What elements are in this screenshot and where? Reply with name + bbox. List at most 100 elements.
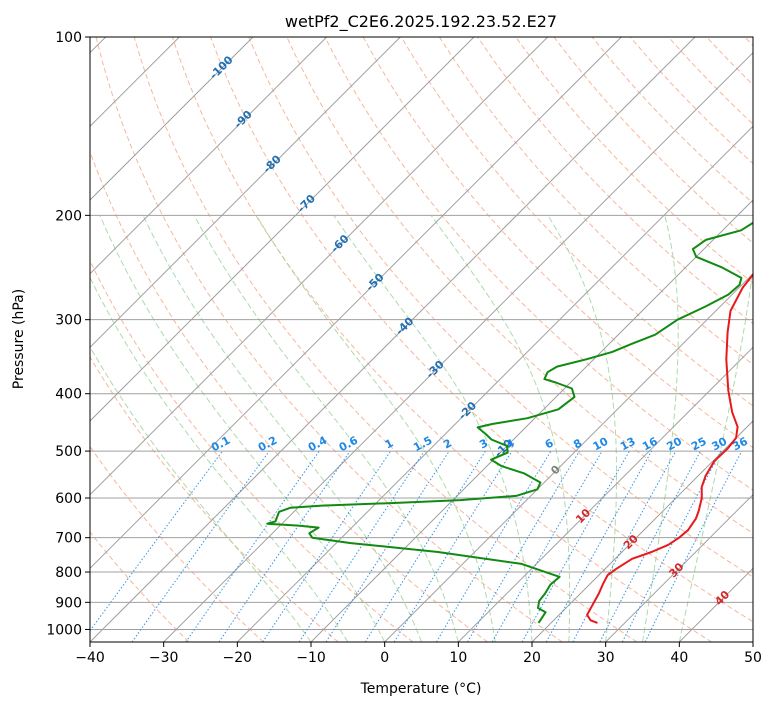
dry-adiabat (515, 37, 753, 284)
dry-adiabat (210, 37, 753, 623)
temperature-profile (586, 272, 753, 624)
isotherm-line (752, 641, 753, 642)
mixing-ratio-line (572, 450, 677, 642)
isotherm-line (457, 346, 753, 642)
moist-adiabat (90, 276, 349, 642)
x-axis-label: Temperature (°C) (360, 681, 482, 697)
dry-adiabat (90, 150, 488, 642)
dry-adiabat (90, 445, 264, 642)
x-tick-label: 20 (523, 650, 541, 666)
mixing-ratio-line (545, 450, 653, 642)
x-tick-label: −30 (149, 650, 179, 666)
mixing-ratio-line (621, 450, 722, 642)
x-tick-label: −10 (296, 650, 326, 666)
isotherm-label: -30 (424, 358, 447, 381)
isotherm-label: -20 (456, 399, 479, 422)
isotherm-label: 10 (573, 506, 593, 526)
isotherm-line (384, 272, 753, 642)
y-tick-label: 800 (55, 565, 82, 581)
isotherm-line (605, 493, 753, 642)
mixing-ratio-label: 36 (730, 435, 750, 454)
mixing-ratio-label: 13 (618, 435, 638, 454)
y-tick-label: 900 (55, 595, 82, 611)
y-tick-label: 400 (55, 387, 82, 403)
isotherm-line (163, 51, 753, 642)
y-tick-label: 100 (55, 30, 82, 46)
x-axis: −40 −30 −20 −10 0 10 20 30 40 50 (75, 642, 762, 666)
isotherm-line (236, 125, 753, 642)
x-tick-label: 40 (670, 650, 688, 666)
dry-adiabat (95, 37, 563, 642)
isotherm-line (90, 37, 401, 349)
dry-adiabat (324, 37, 753, 491)
dry-adiabat (591, 37, 753, 204)
y-tick-label: 700 (55, 531, 82, 547)
x-tick-label: −20 (223, 650, 253, 666)
y-axis: 100 200 300 400 500 600 700 800 900 1000 (46, 30, 90, 638)
mixing-ratio-line (599, 450, 701, 642)
mixing-ratio-line (298, 450, 425, 642)
mixing-ratio-line (218, 450, 351, 642)
x-tick-label: 0 (380, 650, 389, 666)
dewpoint-profile (266, 221, 753, 624)
mixing-ratio-line (644, 450, 743, 642)
mixing-ratio-label: 20 (664, 435, 684, 454)
isotherm-label: 40 (712, 588, 732, 608)
moist-adiabat (642, 215, 679, 642)
isotherm-label: -90 (232, 108, 255, 131)
moist-adiabat (333, 215, 533, 642)
x-tick-label: 50 (744, 650, 762, 666)
mixing-ratio-line (393, 450, 513, 642)
isotherm-label: -50 (363, 271, 386, 294)
x-tick-label: −40 (75, 650, 105, 666)
isotherm-label: -80 (261, 152, 284, 175)
dry-adiabat (668, 37, 753, 125)
isotherm-label: -60 (328, 232, 351, 255)
y-tick-label: 200 (55, 208, 82, 224)
moist-adiabat (193, 215, 459, 642)
plot-frame (89, 36, 754, 643)
isotherm-line (310, 199, 753, 642)
dry-adiabat (133, 37, 638, 642)
mixing-ratio-label: 2 (441, 436, 454, 451)
mixing-ratio-line (435, 450, 552, 642)
mixing-ratio-label: 1 (383, 436, 396, 451)
moist-adiabat (678, 265, 753, 642)
mixing-ratio-line (467, 450, 580, 642)
moist-adiabat (90, 345, 312, 642)
dry-adiabat (400, 37, 753, 407)
dry-adiabat (90, 531, 190, 642)
isotherm-line (90, 37, 622, 570)
isotherm-line (531, 420, 753, 642)
dry-adiabat (706, 37, 753, 86)
mixing-ratio-line (521, 450, 630, 642)
y-axis-label: Pressure (hPa) (11, 289, 27, 389)
mixing-ratio-line (364, 450, 486, 642)
mixing-ratio-label: 10 (591, 435, 611, 454)
isotherm-label: -100 (207, 53, 236, 82)
isotherm-line (90, 37, 475, 422)
mixing-ratio-label: 30 (710, 435, 730, 454)
mixing-ratio-line (131, 450, 270, 642)
mixing-ratio-label: 16 (640, 435, 660, 454)
background-lines (90, 37, 753, 642)
mixing-ratio-line (90, 450, 223, 632)
y-tick-label: 300 (55, 313, 82, 329)
moist-adiabat (142, 215, 422, 642)
mixing-ratio-line (262, 450, 392, 642)
dry-adiabat (248, 37, 753, 578)
x-tick-label: 10 (449, 650, 467, 666)
isotherm-label: 20 (621, 532, 641, 552)
mixing-ratio-line (185, 450, 320, 642)
dry-adiabat (744, 37, 753, 47)
mixing-ratio-label: 3 (477, 436, 490, 451)
dry-adiabat (90, 259, 414, 642)
chart-title: wetPf2_C2E6.2025.192.23.52.E27 (285, 12, 557, 32)
mixing-ratio-line (325, 450, 450, 642)
sounding-profiles (266, 221, 753, 624)
isotherm-line (90, 37, 696, 642)
y-tick-label: 500 (55, 444, 82, 460)
isotherm-line (90, 37, 254, 201)
mixing-ratio-label: 6 (543, 436, 556, 451)
